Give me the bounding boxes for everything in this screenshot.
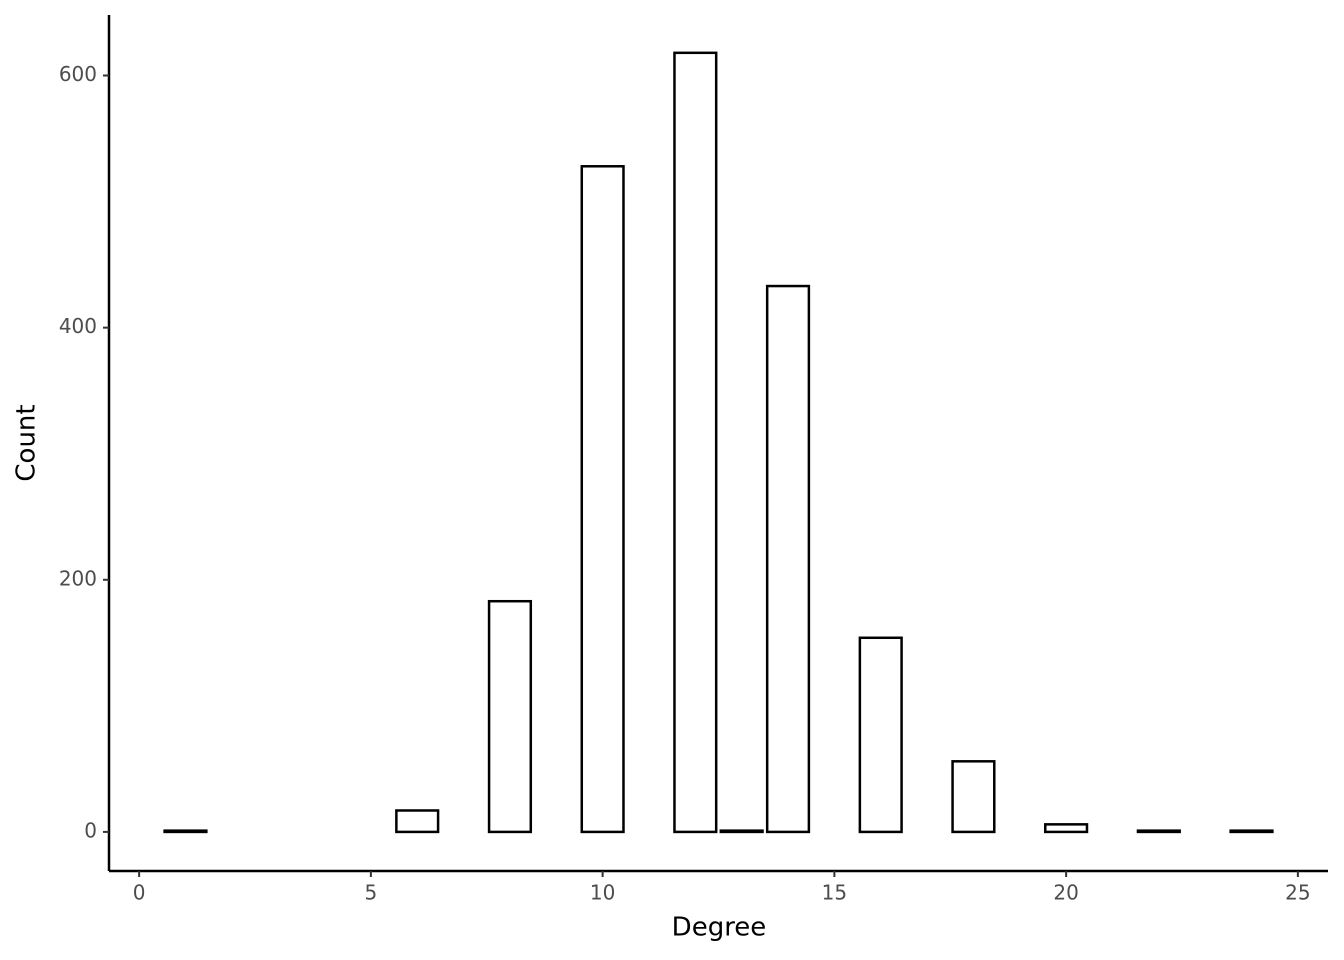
x-tick-label: 5 (365, 881, 378, 905)
x-tick-label: 0 (133, 881, 146, 905)
bar (1136, 829, 1181, 834)
bar (719, 829, 764, 834)
bar (673, 51, 718, 834)
y-axis-title: Count (12, 404, 42, 481)
bar (765, 284, 811, 834)
x-tick-label: 15 (822, 881, 847, 905)
bar (1044, 823, 1089, 834)
y-tick-label: 200 (59, 566, 97, 590)
bar (487, 599, 533, 834)
x-axis-title: Degree (672, 913, 767, 943)
bar (580, 165, 625, 834)
x-tick-label: 20 (1053, 881, 1078, 905)
x-tick-label: 10 (590, 881, 615, 905)
bar (858, 636, 903, 834)
y-tick-label: 400 (59, 314, 97, 338)
bar (163, 829, 208, 834)
x-tick-label: 25 (1285, 881, 1310, 905)
bar (1229, 829, 1274, 834)
y-tick-label: 0 (84, 818, 97, 842)
bar (951, 760, 996, 834)
bar (395, 809, 440, 834)
y-tick-label: 600 (59, 62, 97, 86)
